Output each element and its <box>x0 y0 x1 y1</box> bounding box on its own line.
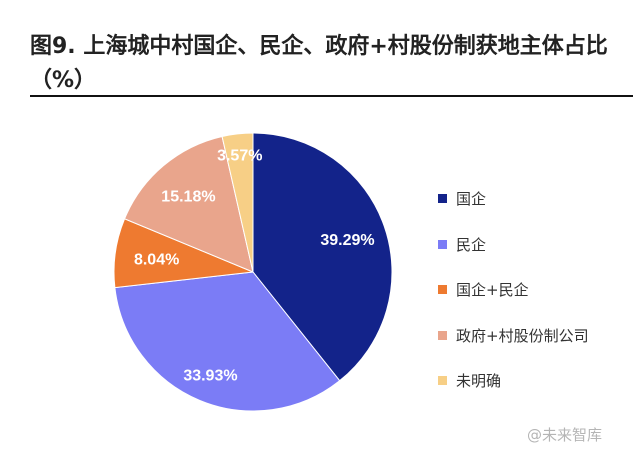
legend-item: 民企 <box>438 222 589 268</box>
legend-label: 国企 <box>456 190 487 209</box>
legend-item: 未明确 <box>438 358 589 404</box>
pie-slice <box>252 132 393 382</box>
legend-item: 国企 <box>438 176 589 222</box>
legend-label: 未明确 <box>456 372 502 391</box>
watermark: @未来智库 <box>527 426 603 444</box>
legend-label: 民企 <box>456 235 487 254</box>
chart-title: 图9. 上海城中村国企、民企、政府+村股份制获地主体占比（%） <box>30 34 608 93</box>
legend-item: 国企+民企 <box>438 267 589 313</box>
data-label: 3.57% <box>217 148 262 165</box>
legend: 国企 民企 国企+民企 政府+村股份制公司 未明确 <box>438 176 589 404</box>
data-label: 15.18% <box>161 189 215 206</box>
data-label: 33.93% <box>183 368 237 385</box>
legend-swatch <box>438 239 447 249</box>
title-underline <box>30 95 633 97</box>
legend-swatch <box>438 330 447 340</box>
pie-slice <box>123 135 254 273</box>
legend-swatch <box>438 376 447 386</box>
pie-slice <box>114 271 341 412</box>
data-label: 39.29% <box>320 232 374 249</box>
legend-item: 政府+村股份制公司 <box>438 313 589 359</box>
legend-label: 政府+村股份制公司 <box>456 326 589 345</box>
legend-swatch <box>438 285 447 295</box>
legend-swatch <box>438 194 447 204</box>
legend-label: 国企+民企 <box>456 281 529 300</box>
pie-slice <box>221 132 254 273</box>
data-label: 8.04% <box>134 251 179 268</box>
